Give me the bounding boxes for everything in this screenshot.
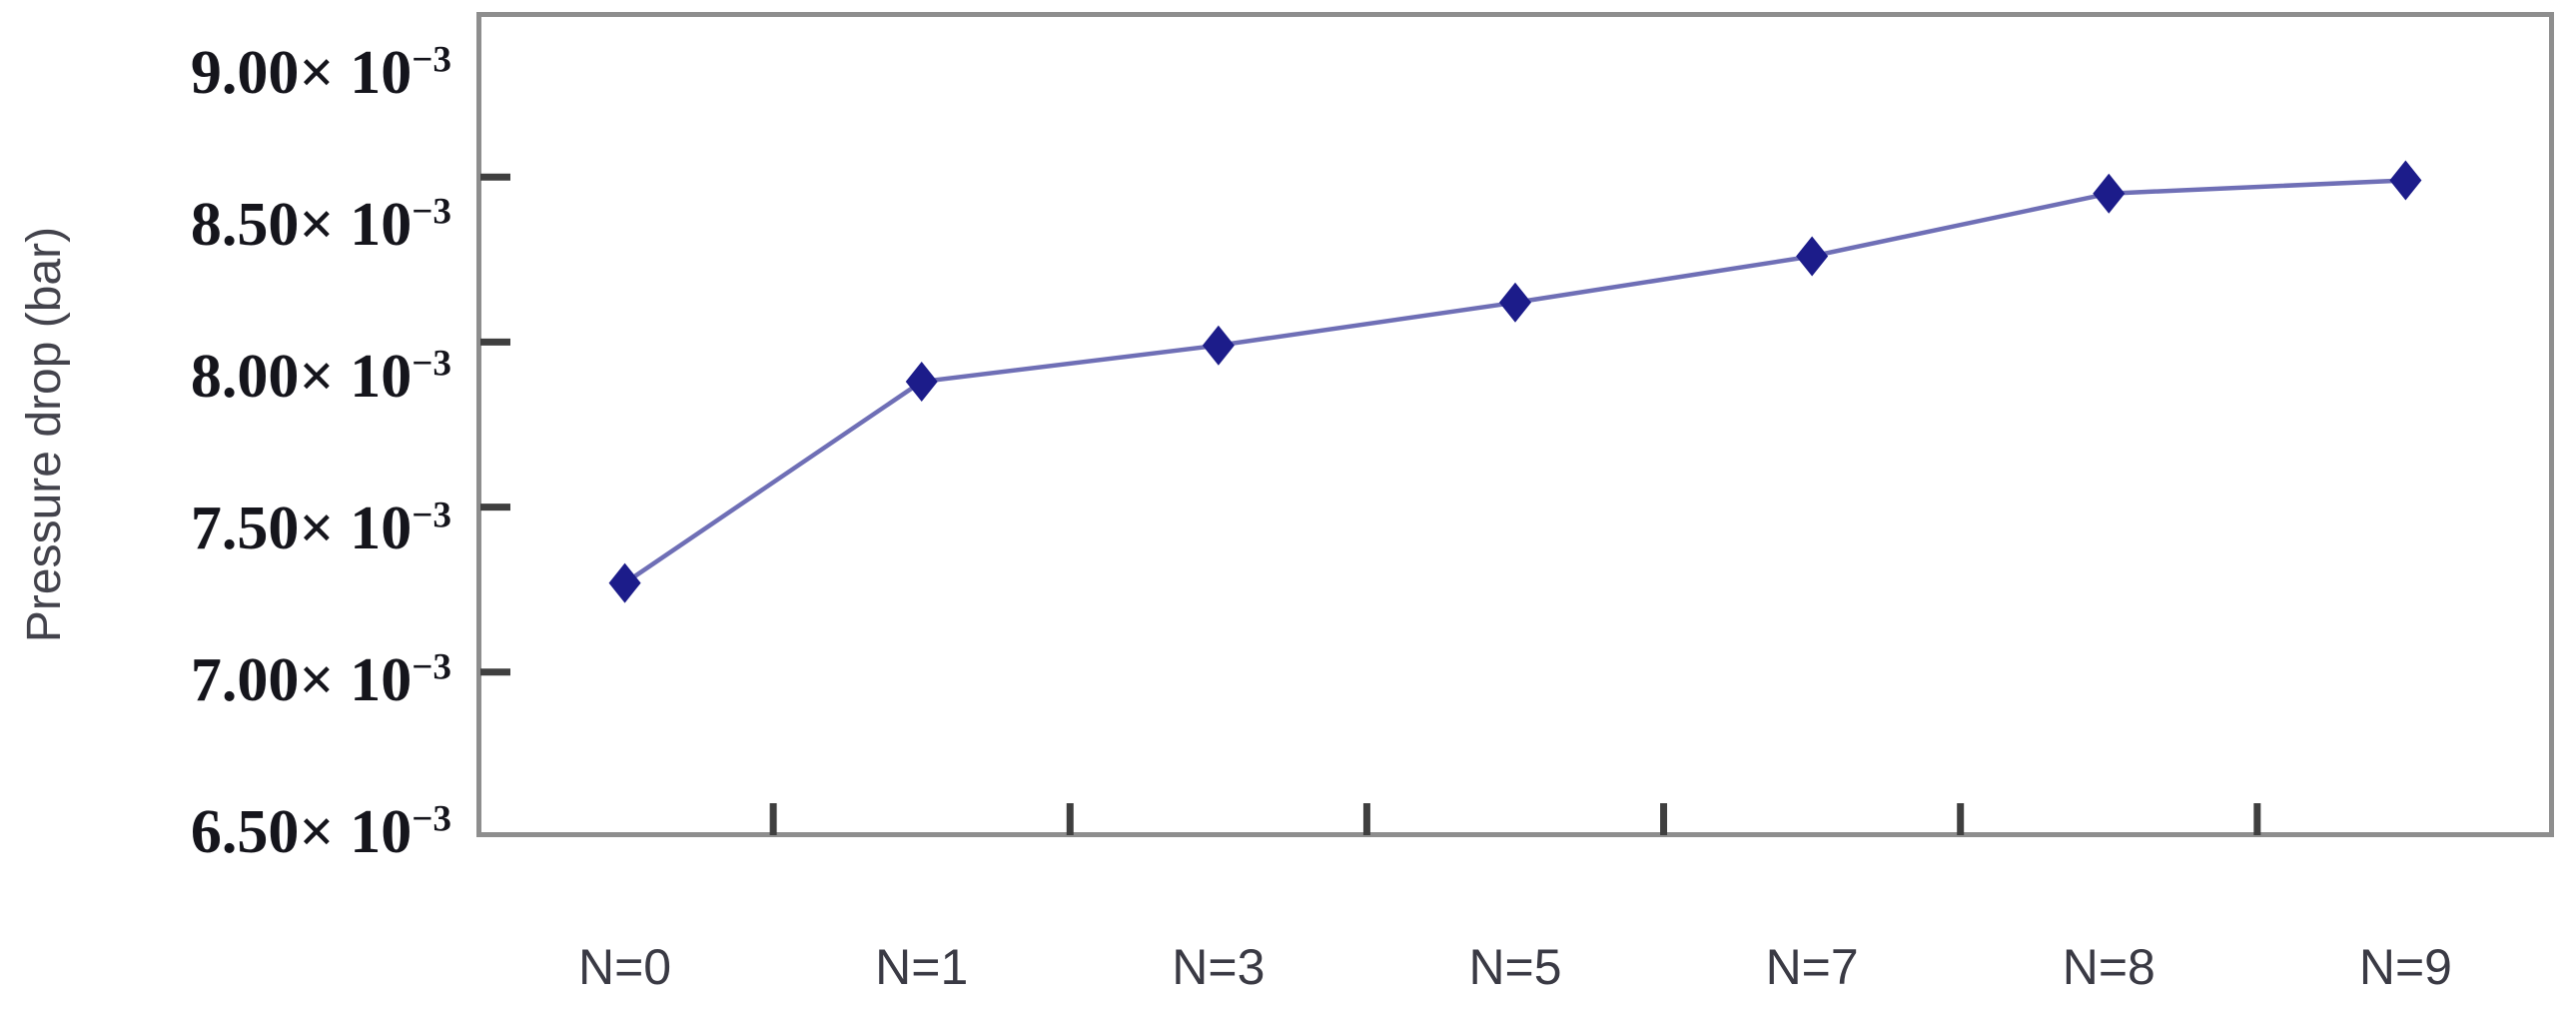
y-tick-exponent: −3 bbox=[412, 495, 451, 536]
data-point-marker-N=7 bbox=[1796, 236, 1829, 277]
y-tick-exponent: −3 bbox=[412, 39, 451, 81]
data-point-marker-N=1 bbox=[905, 362, 938, 403]
x-category-label-N=3: N=3 bbox=[1172, 939, 1266, 995]
y-tick-label: 9.00× 10−3 bbox=[190, 39, 451, 107]
series-line bbox=[623, 178, 2406, 585]
data-point-marker-N=9 bbox=[2389, 160, 2422, 201]
y-tick-label: 6.50× 10−3 bbox=[190, 798, 451, 866]
data-point-marker-N=0 bbox=[608, 562, 641, 603]
plot-area bbox=[476, 12, 2554, 837]
x-category-label-N=0: N=0 bbox=[578, 939, 672, 995]
y-tick-exponent: −3 bbox=[412, 191, 451, 233]
y-tick-label: 8.50× 10−3 bbox=[190, 191, 451, 259]
y-tick-label: 7.00× 10−3 bbox=[190, 646, 451, 714]
x-category-label-N=8: N=8 bbox=[2062, 939, 2155, 995]
data-point-marker-N=3 bbox=[1202, 325, 1235, 366]
plot-frame bbox=[476, 12, 2554, 837]
y-tick-label: 8.00× 10−3 bbox=[190, 343, 451, 411]
x-category-label-N=7: N=7 bbox=[1765, 939, 1859, 995]
y-tick-exponent: −3 bbox=[412, 798, 451, 840]
x-category-label-N=1: N=1 bbox=[875, 939, 969, 995]
data-point-marker-N=8 bbox=[2093, 173, 2126, 214]
y-tick-exponent: −3 bbox=[412, 343, 451, 385]
x-category-label-N=9: N=9 bbox=[2358, 939, 2452, 995]
y-tick-label: 7.50× 10−3 bbox=[190, 495, 451, 562]
x-category-label-N=5: N=5 bbox=[1468, 939, 1562, 995]
y-tick-exponent: −3 bbox=[412, 646, 451, 688]
data-point-marker-N=5 bbox=[1499, 282, 1531, 323]
